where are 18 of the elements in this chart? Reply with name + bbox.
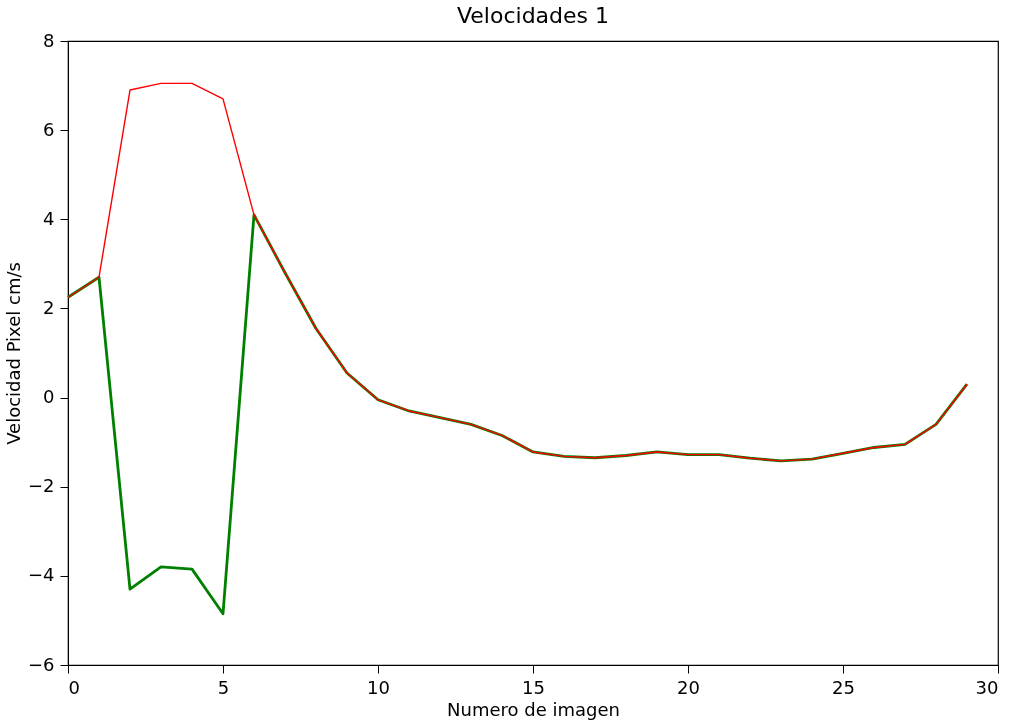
x-tick-label: 15 bbox=[522, 676, 545, 698]
y-tick-label: 0 bbox=[43, 386, 55, 408]
y-tick-label: 6 bbox=[43, 118, 55, 140]
y-axis-title: Velocidad Pixel cm/s bbox=[2, 262, 24, 445]
x-tick-label: 30 bbox=[975, 676, 999, 698]
x-tick-label: 25 bbox=[832, 676, 855, 698]
y-tick-label: 2 bbox=[43, 296, 55, 318]
y-tick-label: −2 bbox=[27, 475, 55, 497]
y-tick-label: 4 bbox=[43, 207, 55, 229]
y-tick-label: −4 bbox=[27, 564, 55, 586]
x-tick-label: 10 bbox=[367, 676, 390, 698]
chart-title: Velocidades 1 bbox=[456, 3, 610, 28]
x-tick-label: 0 bbox=[68, 676, 80, 698]
y-tick-label: −6 bbox=[27, 653, 55, 675]
x-tick-label: 5 bbox=[217, 676, 230, 698]
y-tick-label: 8 bbox=[43, 29, 55, 51]
x-tick-label: 20 bbox=[677, 676, 700, 698]
x-axis-title: Numero de imagen bbox=[447, 698, 620, 720]
